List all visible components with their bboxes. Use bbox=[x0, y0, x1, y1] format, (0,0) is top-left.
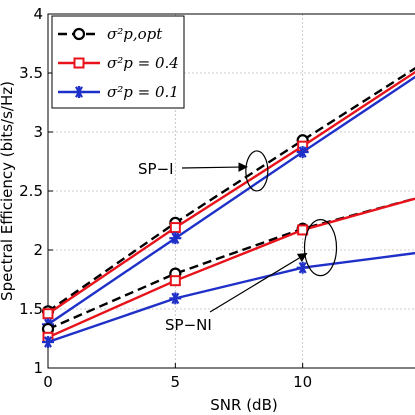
series-layer bbox=[41, 67, 415, 349]
series-sp-ni-star bbox=[42, 251, 415, 349]
legend-entry: σ²p,opt bbox=[58, 25, 163, 43]
square-marker bbox=[73, 57, 85, 69]
star-marker bbox=[42, 336, 54, 349]
y-tick-label: 4 bbox=[33, 5, 43, 23]
series-sp-ni-square bbox=[42, 197, 415, 343]
star-marker bbox=[169, 292, 182, 305]
y-tick-label: 2 bbox=[33, 241, 43, 259]
legend-label: σ²p = 0.4 bbox=[107, 54, 179, 72]
y-tick-label: 1.5 bbox=[19, 300, 43, 318]
y-tick-label: 3.5 bbox=[19, 64, 43, 82]
series-line bbox=[47, 75, 415, 326]
sp-ni-label: SP−NI bbox=[165, 316, 212, 334]
x-tick-label: 0 bbox=[43, 373, 53, 391]
legend-entry: σ²p = 0.1 bbox=[58, 83, 179, 101]
sp-ni-arrow bbox=[209, 253, 308, 313]
square-marker bbox=[297, 224, 309, 236]
ticks: 05101511.522.533.54 bbox=[19, 5, 312, 391]
sp-i-label: SP−I bbox=[138, 160, 174, 178]
legend-label: σ²p = 0.1 bbox=[107, 83, 179, 101]
circle-marker bbox=[72, 27, 86, 41]
star-marker bbox=[296, 261, 309, 274]
square-marker bbox=[169, 275, 181, 287]
sp-ni-ellipse bbox=[303, 219, 338, 277]
x-axis-label: SNR (dB) bbox=[210, 396, 277, 414]
series-line bbox=[47, 67, 415, 313]
sp-i-arrow bbox=[181, 162, 249, 172]
square-marker bbox=[42, 308, 54, 320]
legend-label: σ²p,opt bbox=[107, 25, 163, 43]
x-tick-label: 5 bbox=[171, 373, 181, 391]
star-marker bbox=[296, 146, 309, 159]
star-marker bbox=[73, 86, 85, 98]
star-marker bbox=[169, 232, 182, 245]
y-tick-label: 1 bbox=[33, 359, 43, 377]
y-axis-label: Spectral Efficiency (bits/s/Hz) bbox=[0, 81, 16, 301]
square-marker bbox=[169, 222, 181, 234]
series-line bbox=[47, 197, 415, 339]
series-sp-ni-circle bbox=[41, 197, 415, 336]
x-tick-label: 10 bbox=[293, 373, 312, 391]
y-tick-label: 3 bbox=[33, 123, 43, 141]
legend: σ²p,opt σ²p = 0.4 σ²p = 0.1 bbox=[51, 15, 185, 109]
annotations: SP−I SP−NI bbox=[138, 150, 338, 334]
series-sp-i-star bbox=[42, 75, 415, 331]
y-tick-label: 2.5 bbox=[19, 182, 43, 200]
series-line bbox=[47, 70, 415, 315]
legend-entry: σ²p = 0.4 bbox=[58, 54, 179, 72]
series-line bbox=[47, 251, 415, 344]
